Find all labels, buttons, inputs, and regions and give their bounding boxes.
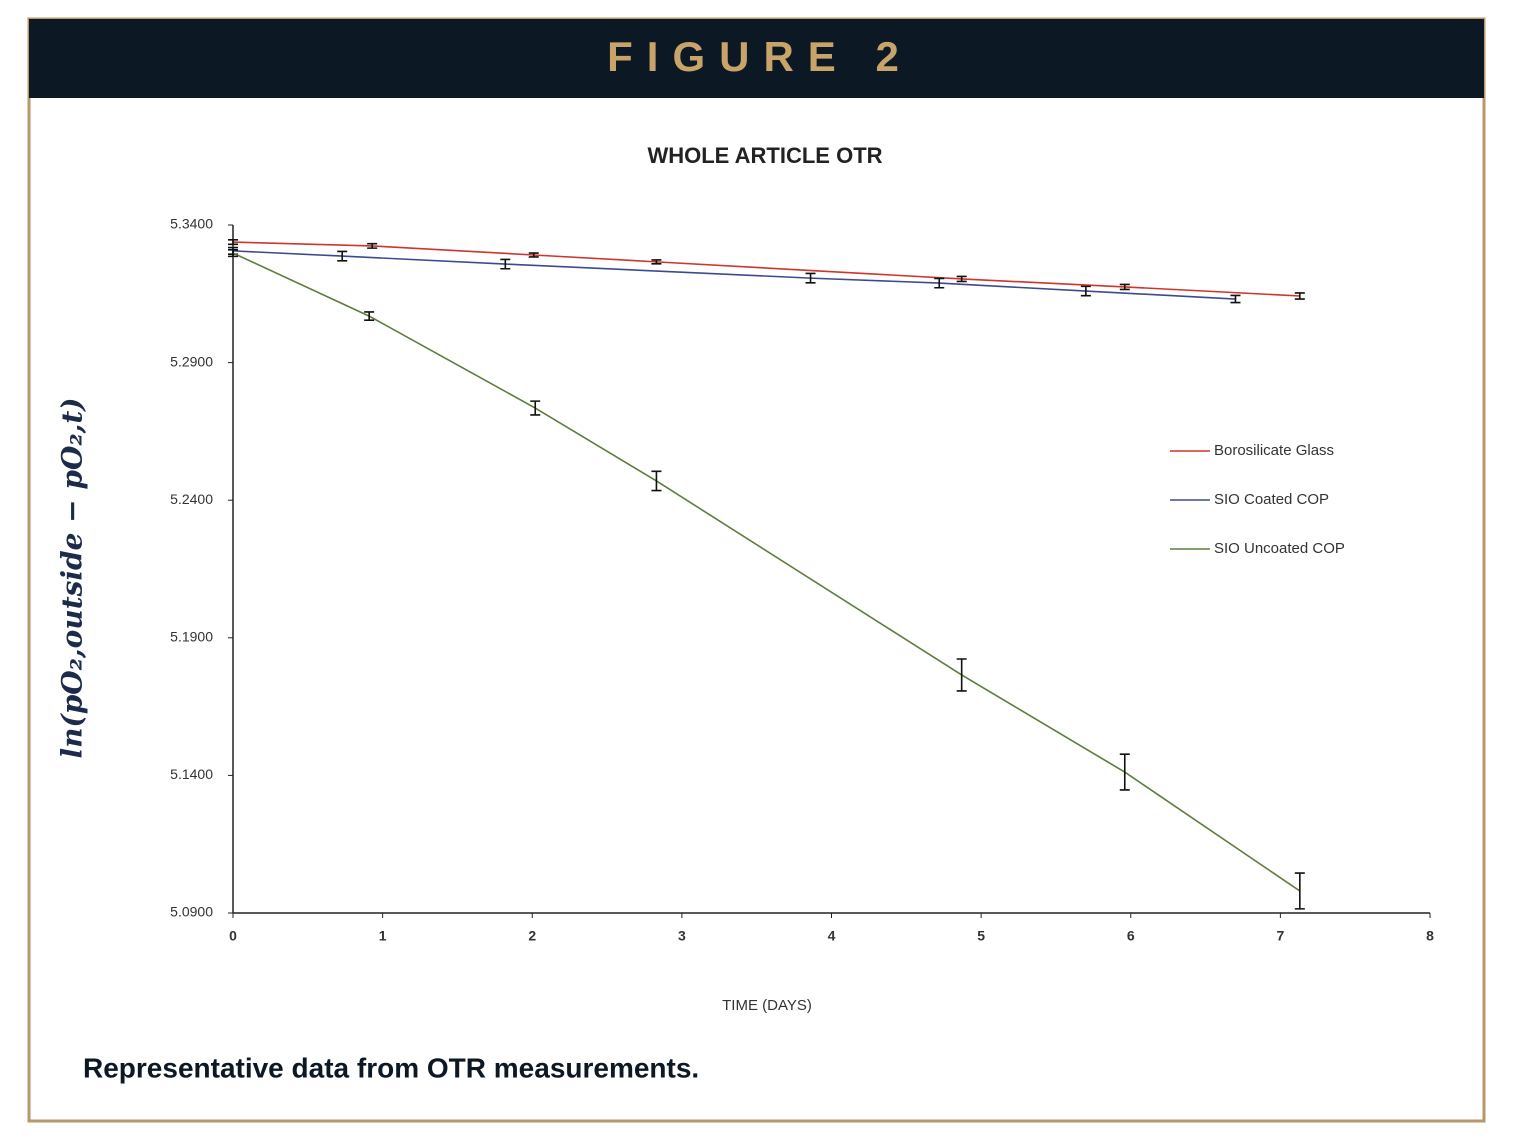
legend-label: SIO Coated COP bbox=[1214, 491, 1329, 508]
error-bar bbox=[530, 400, 541, 416]
error-bar bbox=[1119, 283, 1130, 291]
error-bar bbox=[1080, 285, 1091, 297]
x-tick-label: 5 bbox=[977, 928, 985, 944]
x-tick-label: 2 bbox=[528, 928, 536, 944]
error-bar bbox=[956, 275, 967, 283]
x-tick-label: 3 bbox=[678, 928, 686, 944]
error-bar bbox=[1119, 753, 1130, 791]
error-bar bbox=[805, 272, 816, 284]
legend-label: SIO Uncoated COP bbox=[1214, 540, 1345, 557]
chart-title: WHOLE ARTICLE OTR bbox=[647, 143, 882, 168]
header-bar bbox=[29, 19, 1484, 98]
y-tick-label: 5.1900 bbox=[170, 629, 213, 645]
frame bbox=[27, 17, 1486, 1123]
x-tick-label: 4 bbox=[828, 928, 836, 944]
x-tick-label: 1 bbox=[379, 928, 387, 944]
x-axis-label: TIME (DAYS) bbox=[722, 997, 812, 1014]
error-bar bbox=[228, 248, 238, 258]
y-tick-label: 5.0900 bbox=[170, 904, 213, 920]
error-bar bbox=[337, 250, 348, 262]
error-bar bbox=[1294, 292, 1305, 300]
error-bar bbox=[228, 239, 238, 246]
error-bar bbox=[364, 311, 375, 322]
error-bar bbox=[528, 252, 539, 258]
y-axis-label: ln(pO₂,outside − pO₂,t) bbox=[56, 397, 89, 758]
error-bar bbox=[500, 258, 511, 270]
error-bar bbox=[367, 242, 378, 249]
y-tick-label: 5.1400 bbox=[170, 766, 213, 782]
y-tick-label: 5.2400 bbox=[170, 491, 213, 507]
y-tick-label: 5.3400 bbox=[170, 216, 213, 232]
legend-label: Borosilicate Glass bbox=[1214, 442, 1334, 459]
error-bar bbox=[934, 277, 945, 289]
error-bar bbox=[651, 470, 662, 492]
error-bar bbox=[1230, 294, 1241, 304]
error-bar bbox=[1294, 872, 1305, 910]
x-tick-label: 7 bbox=[1276, 928, 1284, 944]
x-tick-label: 0 bbox=[229, 928, 237, 944]
caption: Representative data from OTR measurement… bbox=[83, 1052, 699, 1083]
error-bar bbox=[956, 658, 967, 692]
figure-title: FIGURE 2 bbox=[607, 33, 913, 80]
y-tick-label: 5.2900 bbox=[170, 353, 213, 369]
error-bar bbox=[651, 259, 662, 265]
x-tick-label: 8 bbox=[1426, 928, 1434, 944]
x-tick-label: 6 bbox=[1127, 928, 1135, 944]
